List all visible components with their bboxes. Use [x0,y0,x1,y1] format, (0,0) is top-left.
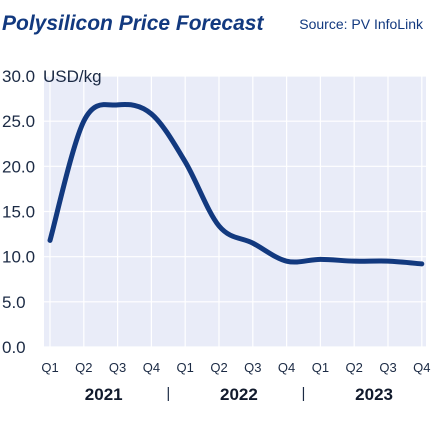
y-tick-label: 5.0 [2,293,26,312]
year-label: 2022 [220,385,258,404]
y-tick-label: 20.0 [2,157,35,176]
x-tick-label: Q3 [244,360,261,375]
x-tick-label: Q4 [278,360,295,375]
x-tick-label: Q4 [143,360,160,375]
year-label: 2021 [85,385,123,404]
chart-source: Source: PV InfoLink [299,16,423,32]
x-tick-label: Q2 [75,360,92,375]
x-tick-label: Q3 [379,360,396,375]
grid-lines [44,75,426,348]
x-axis-ticks: Q1 Q2 Q3 Q4 Q1 Q2 Q3 Q4 Q1 Q2 Q3 Q4 [41,360,430,375]
y-tick-label: 0.0 [2,338,26,357]
y-tick-label: 10.0 [2,248,35,267]
year-labels: 2021 | 2022 | 2023 [85,385,393,404]
series-layer [47,101,425,267]
y-tick-label: 25.0 [2,112,35,131]
x-tick-label: Q2 [210,360,227,375]
x-tick-label: Q1 [177,360,194,375]
year-label: 2023 [355,385,393,404]
y-tick-label: 15.0 [2,203,35,222]
series-line [47,101,425,267]
chart-title: Polysilicon Price Forecast [2,12,264,35]
y-axis-ticks: 0.0 5.0 10.0 15.0 20.0 25.0 30.0 USD/kg [2,67,102,357]
x-tick-label: Q1 [41,360,58,375]
x-tick-label: Q4 [413,360,430,375]
year-separator: | [302,385,306,402]
y-axis-unit: USD/kg [43,67,102,86]
x-tick-label: Q3 [109,360,126,375]
x-tick-label: Q2 [346,360,363,375]
year-separator: | [166,385,170,402]
chart-header: Polysilicon Price Forecast Source: PV In… [0,8,431,42]
x-tick-label: Q1 [312,360,329,375]
y-tick-label: 30.0 [2,67,35,86]
